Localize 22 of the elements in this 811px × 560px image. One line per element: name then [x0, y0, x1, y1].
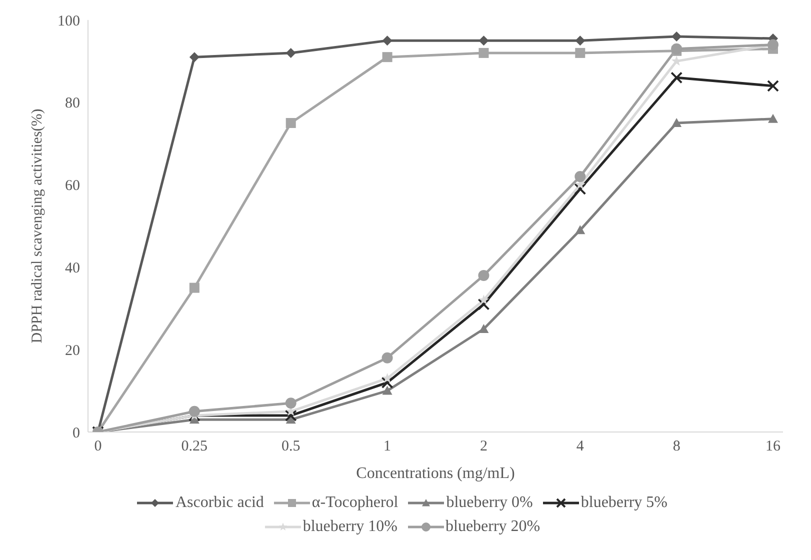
legend-label: blueberry 10%: [302, 518, 398, 536]
x-axis-title: Concentrations (mg/mL): [356, 465, 515, 482]
x-tick-label: 0.25: [181, 438, 208, 455]
y-tick-label: 80: [65, 96, 80, 112]
y-tick-label: 20: [65, 342, 80, 359]
legend-label: Ascorbic acid: [175, 494, 264, 512]
x-tick-label: 4: [576, 438, 584, 455]
y-axis-title: DPPH radical scavenging activities(%): [29, 108, 46, 344]
y-tick-label: 0: [72, 425, 80, 442]
legend-label: α-Tocopherol: [312, 494, 398, 512]
x-tick-label: 1: [384, 438, 392, 455]
x-tick-label: 16: [766, 438, 781, 455]
y-tick-label: 40: [65, 260, 80, 277]
y-tick-label: 100: [58, 13, 80, 30]
legend-label: blueberry 0%: [446, 494, 533, 512]
x-tick-label: 0: [94, 438, 102, 455]
x-tick-label: 0.5: [281, 438, 300, 455]
legend-label: blueberry 5%: [580, 494, 668, 512]
x-tick-label: 2: [480, 438, 488, 455]
y-tick-label: 60: [65, 178, 80, 194]
x-tick-label: 8: [672, 438, 680, 455]
legend-label: blueberry 20%: [446, 518, 540, 536]
